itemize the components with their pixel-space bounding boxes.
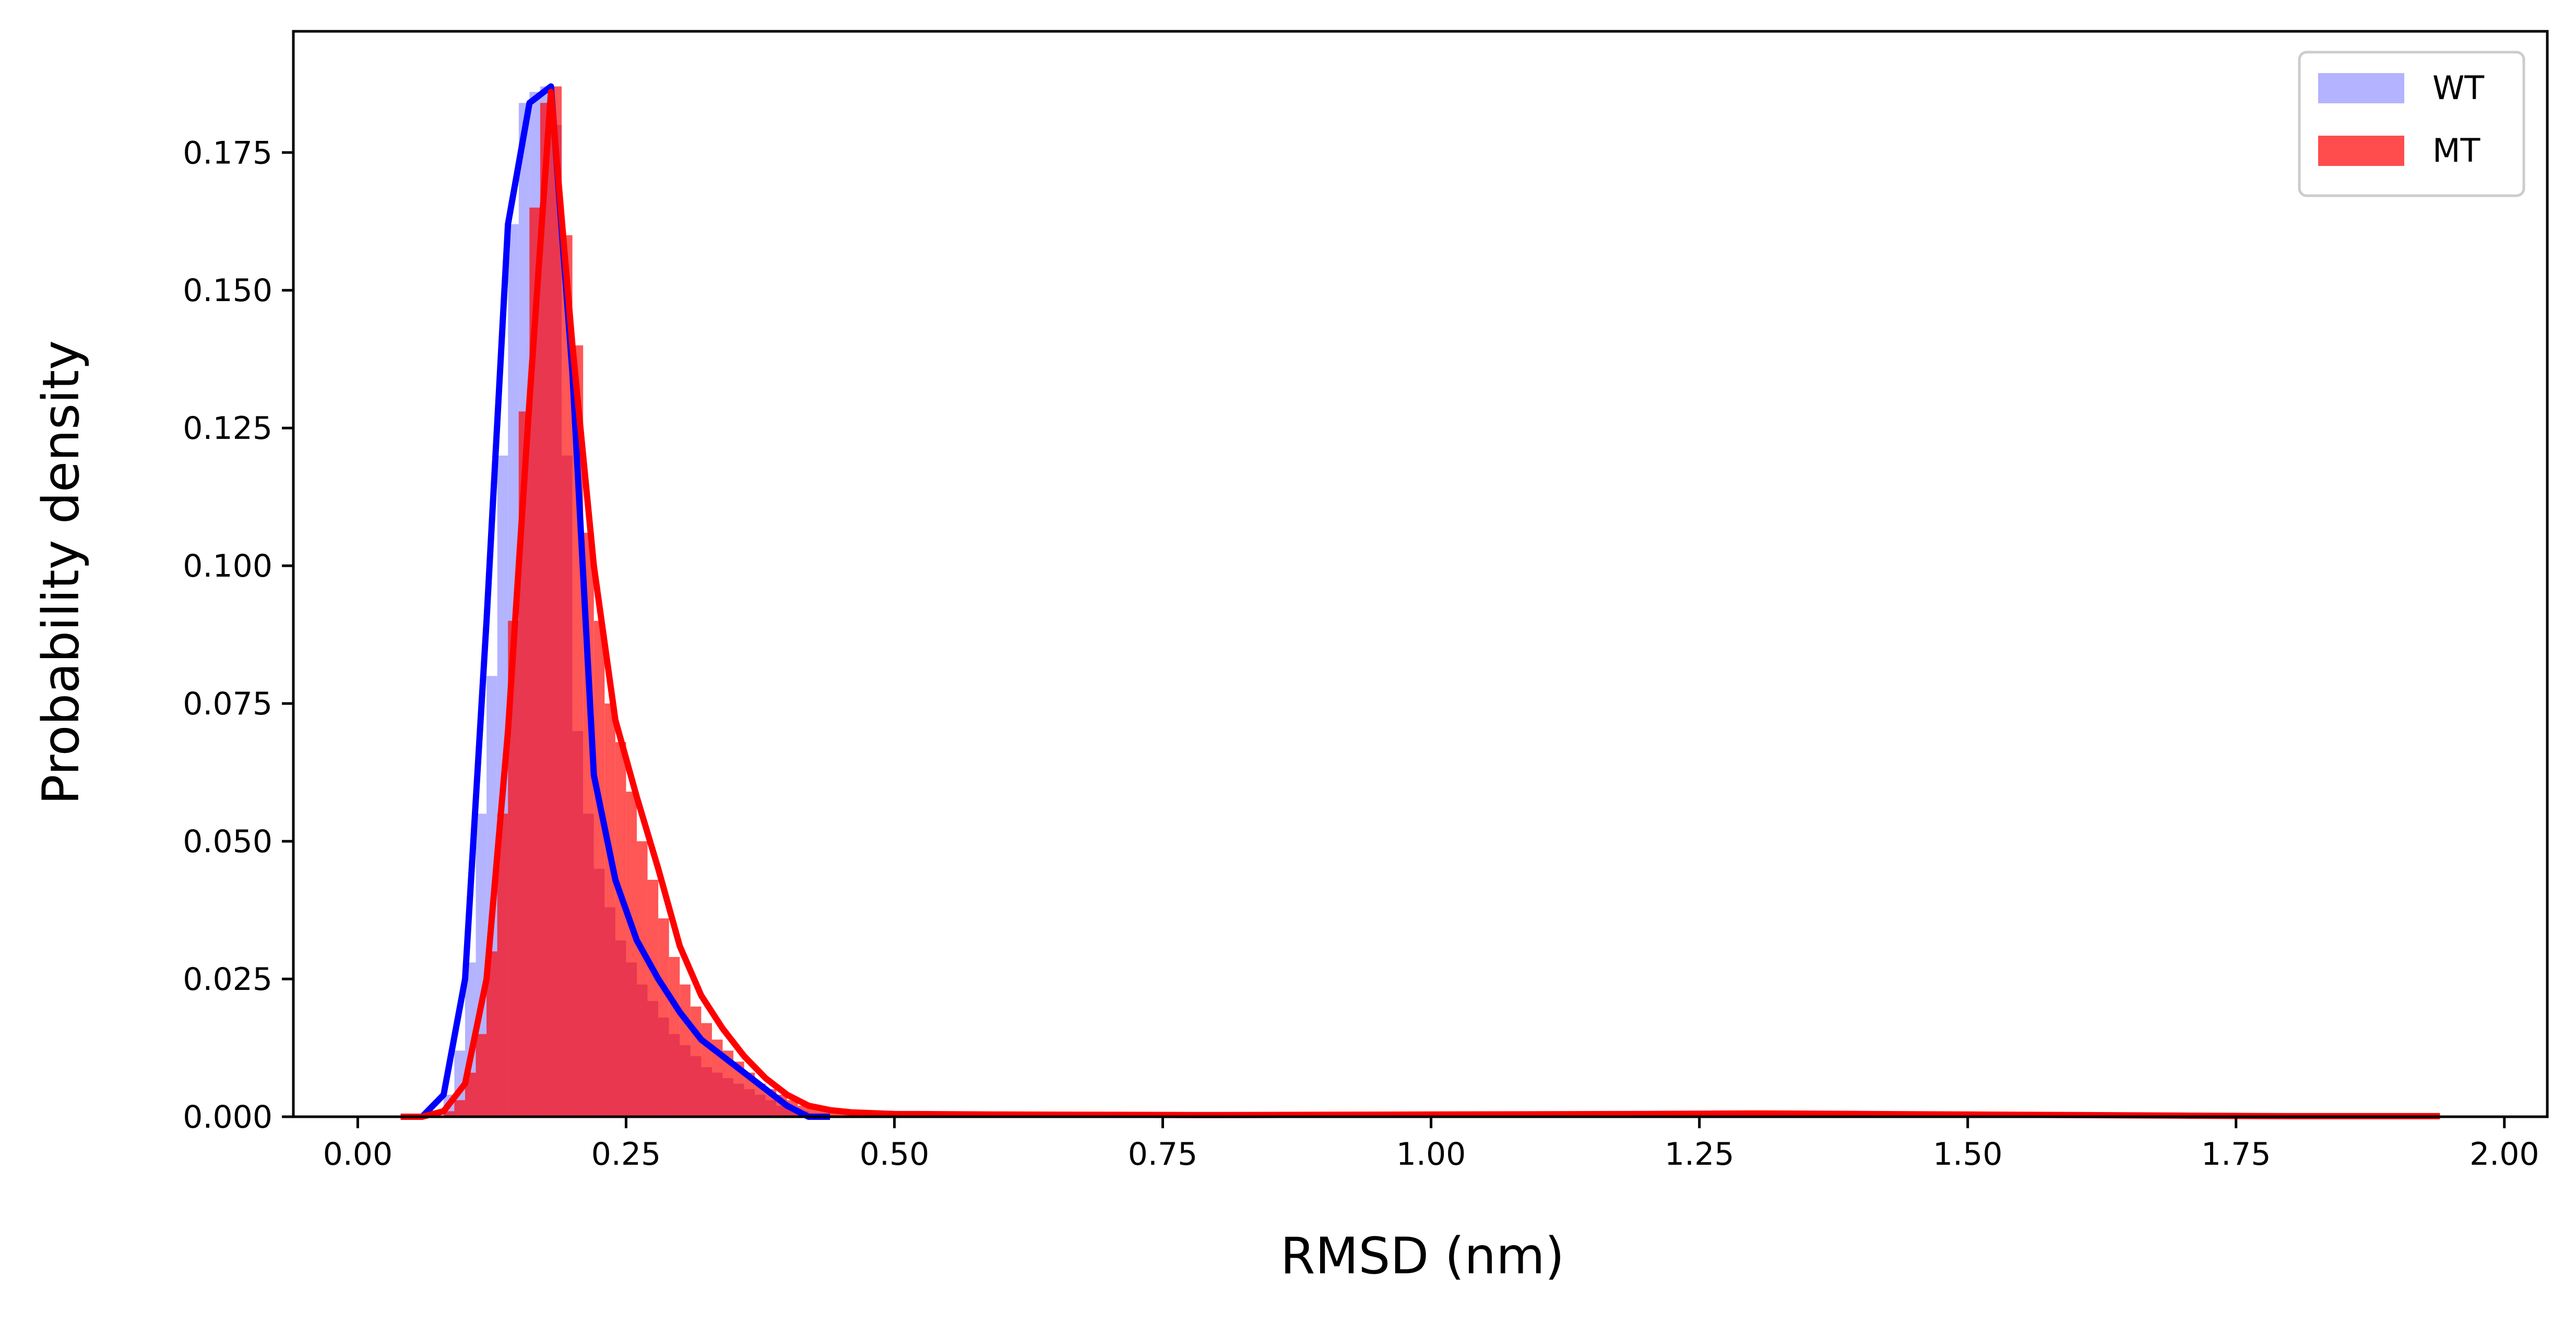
y-tick-label: 0.175 <box>183 135 272 171</box>
legend-label-wt: WT <box>2432 69 2485 107</box>
mt-density-line <box>400 89 2440 1120</box>
overlap-bar <box>604 907 615 1117</box>
x-axis-title: RMSD (nm) <box>1280 1227 1564 1285</box>
mt-bar <box>830 1113 841 1117</box>
overlap-bar <box>626 962 637 1117</box>
mt-bar <box>840 1114 852 1117</box>
overlap-bar <box>593 868 605 1117</box>
axes: 0.00 0.25 0.50 0.75 1.00 1.25 1.50 1.75 2.00 0.00… <box>183 30 2549 1173</box>
x-tick-label: 0.50 <box>860 1136 930 1173</box>
overlap-bar <box>711 1072 723 1117</box>
legend: WT MT <box>2298 51 2525 197</box>
overlap-bar <box>583 814 594 1117</box>
overlap-bar <box>722 1078 734 1117</box>
x-tick-label: 1.50 <box>1933 1136 2003 1173</box>
overlap-bar <box>658 1017 669 1117</box>
plot-area <box>400 83 2440 1120</box>
y-tick-label: 0.125 <box>183 410 272 447</box>
overlap-bar <box>572 731 584 1117</box>
wt-density-line <box>400 83 830 1120</box>
y-tick-label: 0.000 <box>183 1099 272 1136</box>
overlap-region <box>443 103 809 1117</box>
plot-frame <box>292 30 2549 1118</box>
y-tick-label: 0.025 <box>183 961 272 998</box>
overlap-bar <box>733 1083 744 1117</box>
overlap-bar <box>636 984 648 1117</box>
overlap-bar <box>508 620 519 1117</box>
overlap-bar <box>615 940 626 1117</box>
overlap-bar <box>443 1111 455 1117</box>
legend-swatch-mt <box>2318 136 2404 166</box>
overlap-bar <box>690 1056 702 1117</box>
overlap-bar <box>529 207 540 1117</box>
overlap-bar <box>540 103 551 1117</box>
overlap-bar <box>647 1001 659 1117</box>
overlap-bar <box>776 1105 787 1117</box>
y-tick-label: 0.150 <box>183 272 272 309</box>
y-tick-label: 0.050 <box>183 823 272 860</box>
legend-swatch-wt <box>2318 73 2404 103</box>
overlap-bar <box>476 1034 487 1117</box>
x-tick-label: 0.00 <box>323 1136 393 1173</box>
x-tick-label: 2.00 <box>2470 1136 2539 1173</box>
y-axis-title: Probability density <box>32 340 90 805</box>
overlap-bar <box>486 951 497 1117</box>
x-tick-label: 1.00 <box>1396 1136 1466 1173</box>
overlap-bar <box>765 1100 777 1117</box>
x-tick-label: 1.75 <box>2201 1136 2271 1173</box>
legend-label-mt: MT <box>2432 132 2480 170</box>
x-tick-label: 0.25 <box>591 1136 661 1173</box>
overlap-bar <box>669 1034 680 1117</box>
overlap-bar <box>701 1067 712 1117</box>
overlap-bar <box>562 455 573 1117</box>
overlap-bar <box>755 1094 766 1117</box>
overlap-bar <box>518 411 530 1117</box>
overlap-bar <box>497 814 508 1117</box>
x-tick-label: 1.25 <box>1665 1136 1735 1173</box>
y-tick-label: 0.075 <box>183 686 272 722</box>
overlap-bar <box>551 125 562 1117</box>
overlap-bar <box>454 1100 465 1117</box>
overlap-bar <box>680 1045 691 1117</box>
x-tick-label: 0.75 <box>1128 1136 1198 1173</box>
y-tick-label: 0.100 <box>183 548 272 584</box>
overlap-bar <box>744 1089 755 1117</box>
